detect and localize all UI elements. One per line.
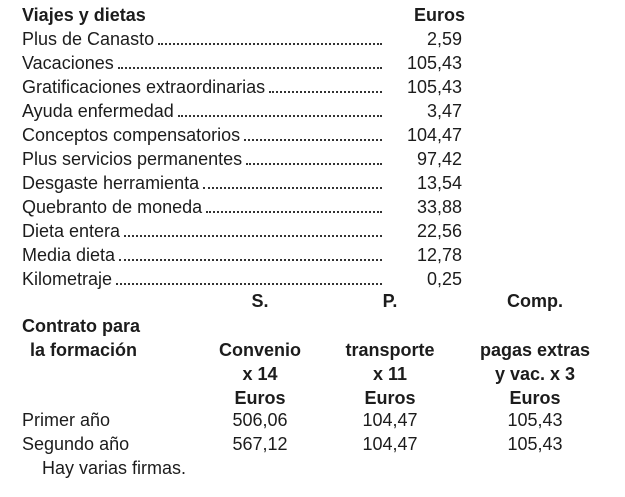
item-value: 105,43 <box>406 53 462 73</box>
row-label: Segundo año <box>22 434 130 454</box>
item-label: Quebranto de moneda <box>22 197 203 217</box>
column-header: transporte <box>345 340 435 360</box>
item-label: Media dieta <box>22 245 116 265</box>
item-value: 33,88 <box>416 197 462 217</box>
footer-note: Hay varias firmas. <box>42 458 187 478</box>
item-label: Plus servicios permanentes <box>22 149 243 169</box>
item-row: Plus servicios permanentes <box>22 148 382 170</box>
item-value: 105,43 <box>406 77 462 97</box>
item-row: Media dieta <box>22 244 382 266</box>
column-header: Euros <box>364 388 416 408</box>
item-value: 104,47 <box>406 125 462 145</box>
column-header: x 14 <box>242 364 278 384</box>
item-value: 2,59 <box>426 29 462 49</box>
item-label: Ayuda enfermedad <box>22 101 174 121</box>
item-value: 97,42 <box>416 149 462 169</box>
column-header: Euros <box>509 388 561 408</box>
item-value: 22,56 <box>416 221 462 241</box>
item-label: Vacaciones <box>22 53 114 73</box>
item-label: Dieta entera <box>22 221 121 241</box>
column-header: Euros <box>234 388 286 408</box>
row-header: la formación <box>30 340 138 360</box>
dot-leader <box>177 101 382 117</box>
item-label: Desgaste herramienta <box>22 173 200 193</box>
item-value: 12,78 <box>416 245 462 265</box>
item-row: Vacaciones <box>22 52 382 74</box>
item-value: 13,54 <box>416 173 462 193</box>
unit-header: Euros <box>414 5 466 25</box>
item-label: Gratificaciones extraordinarias <box>22 77 266 97</box>
item-label: Conceptos compensatorios <box>22 125 241 145</box>
cell-value: 105,43 <box>507 434 563 454</box>
item-row: Dieta entera <box>22 220 382 242</box>
dot-leader <box>124 221 382 237</box>
item-label: Plus de Canasto <box>22 29 155 49</box>
cell-value: 105,43 <box>507 410 563 430</box>
row-label: Primer año <box>22 410 111 430</box>
cell-value: 104,47 <box>362 434 418 454</box>
cell-value: 567,12 <box>232 434 288 454</box>
dot-leader <box>119 245 382 261</box>
column-header: x 11 <box>372 364 408 384</box>
item-value: 3,47 <box>426 101 462 121</box>
item-row: Conceptos compensatorios <box>22 124 382 146</box>
dot-leader <box>269 77 382 93</box>
item-row: Plus de Canasto <box>22 28 382 50</box>
dot-leader <box>116 269 382 285</box>
column-header: S. <box>251 291 269 311</box>
item-value: 0,25 <box>426 269 462 289</box>
cell-value: 104,47 <box>362 410 418 430</box>
item-row: Gratificaciones extraordinarias <box>22 76 382 98</box>
column-header: y vac. x 3 <box>494 364 576 384</box>
item-row: Desgaste herramienta <box>22 172 382 194</box>
column-header: P. <box>382 291 398 311</box>
dot-leader <box>158 29 382 45</box>
item-label: Kilometraje <box>22 269 113 289</box>
item-row: Kilometraje <box>22 268 382 290</box>
dot-leader <box>206 197 382 213</box>
column-header: Convenio <box>218 340 302 360</box>
section-title: Viajes y dietas <box>22 5 146 25</box>
item-row: Quebranto de moneda <box>22 196 382 218</box>
dot-leader <box>246 149 382 165</box>
dot-leader <box>117 53 382 69</box>
item-row: Ayuda enfermedad <box>22 100 382 122</box>
column-header: pagas extras <box>479 340 591 360</box>
cell-value: 506,06 <box>232 410 288 430</box>
dot-leader <box>244 125 382 141</box>
row-header: Contrato para <box>22 316 141 336</box>
column-header: Comp. <box>507 291 563 311</box>
dot-leader <box>203 173 382 189</box>
